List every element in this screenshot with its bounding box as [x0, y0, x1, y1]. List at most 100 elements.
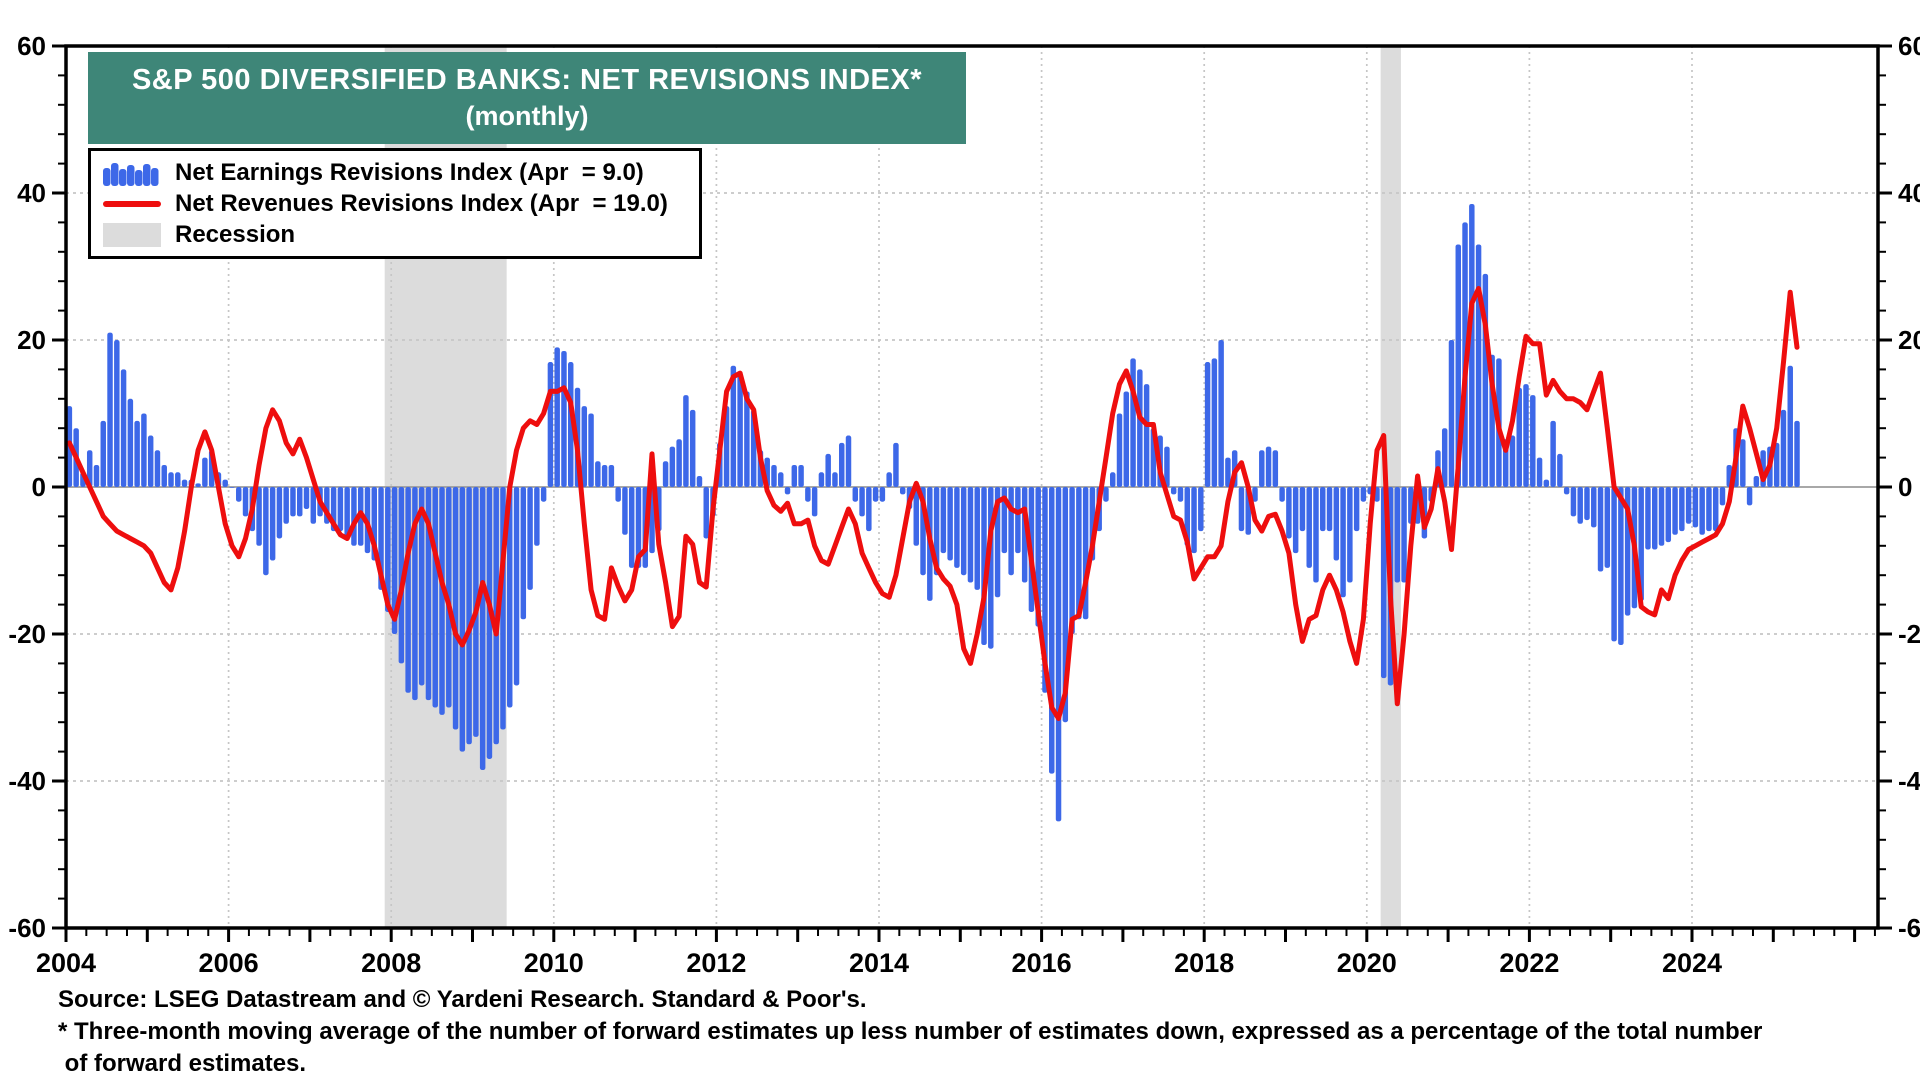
earnings-bar: [1299, 487, 1306, 532]
earnings-bar: [1658, 487, 1665, 546]
earnings-bar: [1225, 457, 1231, 487]
y-axis-label-right: 40: [1898, 178, 1920, 208]
earnings-bar: [1381, 487, 1387, 679]
x-axis-label: 2024: [1662, 948, 1722, 978]
earnings-bar: [872, 487, 879, 502]
earnings-bar: [1611, 487, 1617, 642]
earnings-bar: [1645, 487, 1651, 550]
earnings-bar: [1347, 487, 1353, 583]
earnings-bar: [175, 472, 181, 487]
earnings-bar: [1265, 446, 1272, 487]
earnings-bar: [866, 487, 872, 532]
y-axis-label-right: -20: [1898, 619, 1920, 649]
earnings-bar: [418, 487, 425, 686]
earnings-bar: [1563, 487, 1570, 495]
earnings-bar: [297, 487, 303, 517]
x-axis-label: 2012: [686, 948, 746, 978]
earnings-bar: [1652, 487, 1658, 550]
earnings-bar: [696, 475, 703, 487]
y-axis-label-left: -60: [8, 913, 46, 943]
legend-item-recession: Recession: [103, 219, 689, 250]
earnings-bar: [811, 487, 818, 517]
earnings-bar: [1164, 446, 1170, 487]
earnings-bar: [168, 472, 174, 487]
earnings-bar: [676, 439, 682, 487]
x-axis-label: 2020: [1337, 948, 1397, 978]
earnings-bar: [1116, 413, 1123, 487]
earnings-bar: [1076, 487, 1082, 620]
blue-bars-icon: [103, 160, 161, 186]
earnings-bar: [723, 406, 730, 487]
earnings-bar: [1740, 439, 1746, 487]
legend-label-revenues: Net Revenues Revisions Index (Apr = 19.0…: [175, 189, 668, 217]
earnings-bar: [1279, 487, 1285, 502]
earnings-bar: [290, 487, 296, 517]
earnings-bar: [554, 347, 560, 487]
earnings-bar: [954, 487, 960, 568]
legend-label-earnings: Net Earnings Revisions Index (Apr = 9.0): [175, 158, 644, 186]
earnings-bar: [236, 487, 242, 502]
earnings-bar: [1679, 487, 1685, 532]
earnings-bar: [256, 487, 262, 546]
earnings-bar: [913, 487, 919, 546]
earnings-bar: [398, 487, 405, 664]
earnings-bar: [832, 472, 838, 487]
earnings-bar: [1672, 487, 1678, 535]
earnings-bar: [947, 487, 953, 561]
earnings-bar: [1719, 487, 1726, 506]
earnings-bar: [1557, 453, 1563, 487]
earnings-bar: [385, 487, 391, 612]
footnote-line2: of forward estimates.: [58, 1050, 307, 1077]
earnings-bar: [1008, 487, 1014, 576]
earnings-bar: [1685, 487, 1692, 524]
earnings-bar: [120, 369, 127, 487]
red-line-icon: [103, 200, 161, 207]
earnings-bar: [269, 487, 276, 561]
earnings-bar: [689, 409, 696, 487]
earnings-bar: [202, 457, 208, 487]
earnings-bar: [507, 487, 513, 708]
earnings-bar: [744, 391, 750, 487]
earnings-bar: [147, 435, 154, 487]
earnings-bar: [1326, 487, 1333, 532]
y-axis-label-left: 0: [32, 472, 46, 502]
earnings-bar: [263, 487, 269, 576]
earnings-bar: [1313, 487, 1319, 583]
earnings-bar: [1177, 487, 1184, 502]
x-axis-label: 2022: [1499, 948, 1559, 978]
earnings-bar: [479, 487, 486, 770]
earnings-bar: [1198, 487, 1204, 532]
earnings-bar: [93, 464, 100, 487]
earnings-bar: [1780, 409, 1787, 487]
earnings-bar: [1015, 487, 1021, 554]
y-axis-label-left: -20: [8, 619, 46, 649]
earnings-bar: [1591, 487, 1597, 528]
earnings-bar: [1753, 475, 1760, 487]
earnings-bar: [1170, 487, 1177, 495]
y-axis-label-right: -60: [1898, 913, 1920, 943]
earnings-bar: [276, 487, 283, 539]
earnings-bar: [879, 487, 886, 502]
earnings-bar: [1706, 487, 1712, 532]
earnings-bar: [1049, 487, 1055, 774]
earnings-bar: [1340, 487, 1346, 598]
earnings-bar: [683, 395, 689, 488]
earnings-bar: [1360, 487, 1367, 502]
earnings-bar: [1137, 369, 1143, 487]
earnings-bar: [452, 487, 459, 730]
earnings-bar: [730, 365, 737, 487]
y-axis-label-left: -40: [8, 766, 46, 796]
earnings-bar: [547, 362, 554, 487]
earnings-bar: [859, 487, 865, 517]
earnings-bar: [154, 450, 161, 487]
y-axis-label-left: 40: [17, 178, 46, 208]
legend-item-revenues: Net Revenues Revisions Index (Apr = 19.0…: [103, 188, 689, 219]
earnings-bar: [601, 464, 608, 487]
earnings-bar: [127, 398, 134, 487]
earnings-bar: [1699, 487, 1705, 535]
y-axis-label-right: 0: [1898, 472, 1912, 502]
earnings-bar: [229, 487, 235, 488]
earnings-bar: [1333, 487, 1340, 561]
earnings-bar: [141, 413, 147, 487]
earnings-bar: [1577, 487, 1583, 524]
